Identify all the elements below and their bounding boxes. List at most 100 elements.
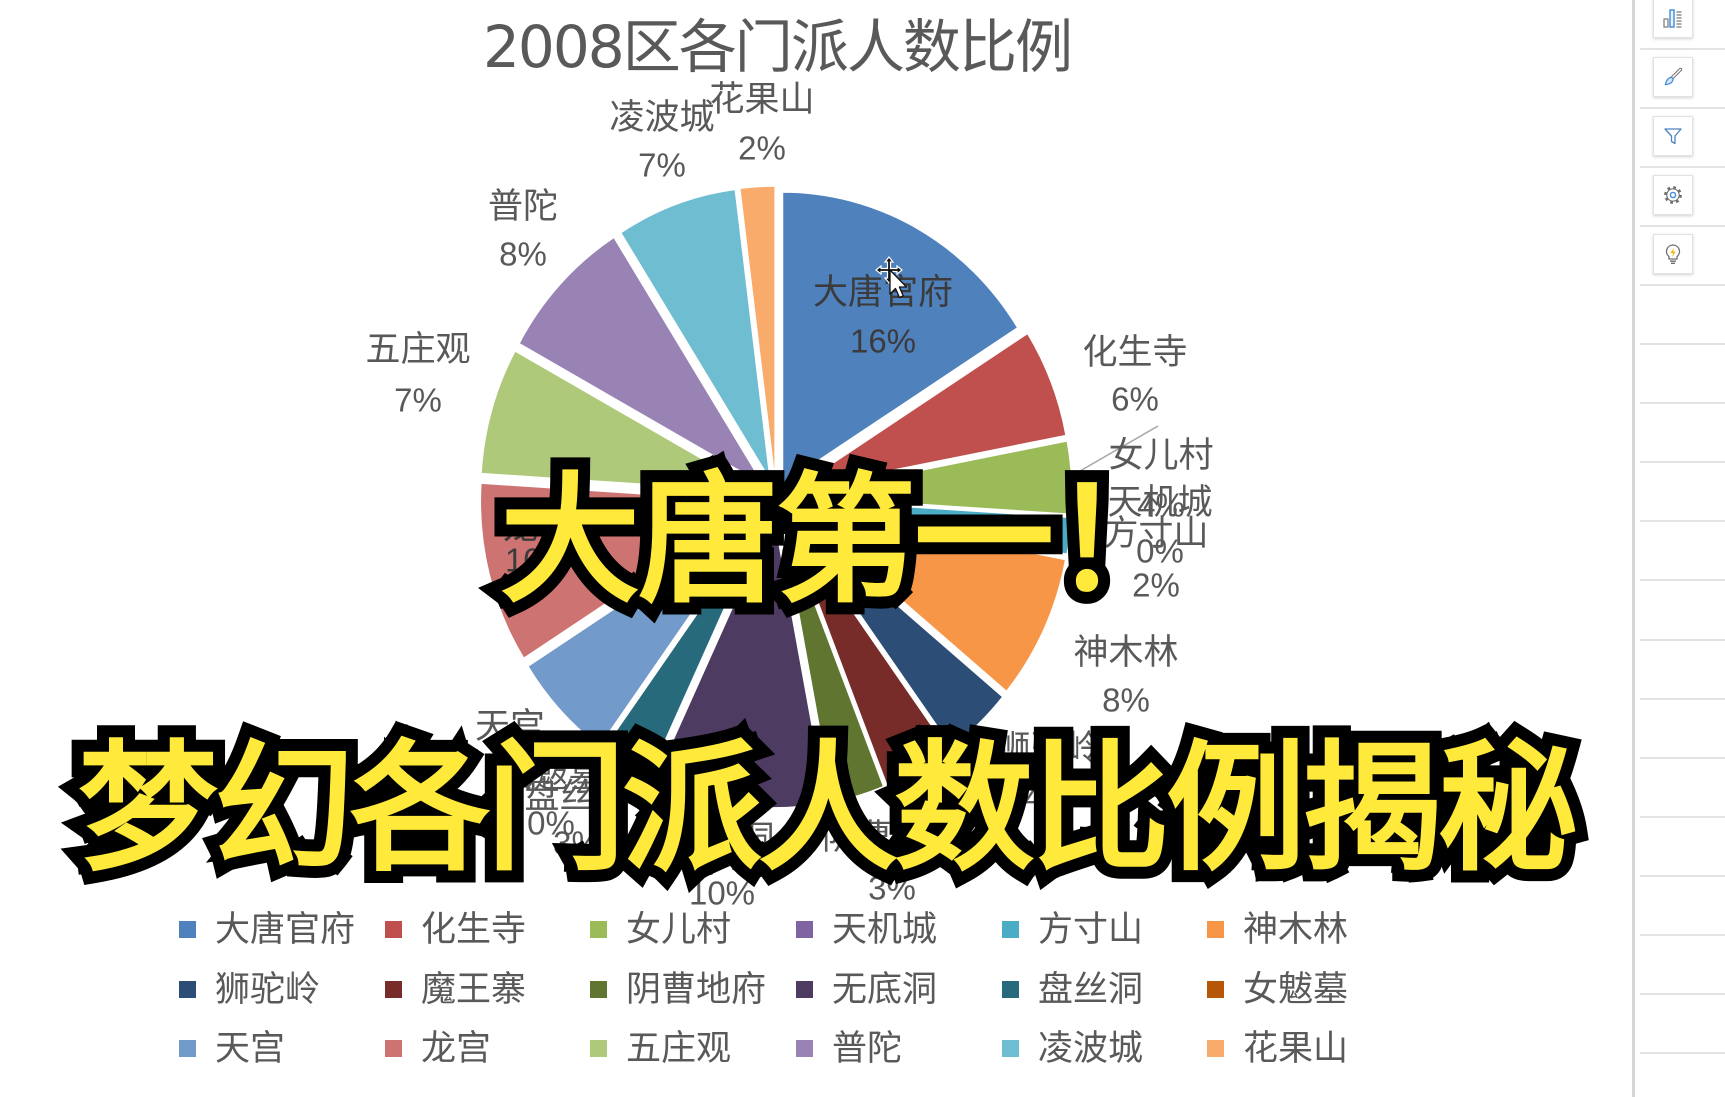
pie-slice[interactable] [793,498,1072,555]
legend-item[interactable]: 龙宫 [385,1029,491,1069]
legend-label: 方寸山 [1038,910,1143,950]
data-label-percent: 0% [1136,533,1184,570]
lightbulb-icon [1665,244,1681,264]
pie-slice[interactable] [527,509,764,747]
data-label-category: 魔王寨 [915,780,1020,820]
sidebar-row-divider [1640,402,1725,405]
data-label-percent: 16% [850,323,916,360]
data-label-category: 五庄观 [365,330,470,370]
data-label-category: 无底洞 [669,820,774,860]
pie-slice[interactable] [602,512,768,779]
sidebar-row-divider [1640,874,1725,877]
sidebar-row-divider [1640,638,1725,641]
data-label-percent: 0% [527,805,575,842]
pie-slice[interactable] [654,514,827,809]
data-label: 盘丝洞 3% [524,777,629,862]
data-label-category: 阴曹地府 [822,818,962,858]
legend-item[interactable]: 天机城 [796,910,937,950]
legend-item[interactable]: 方寸山 [1002,910,1143,950]
data-label-percent: 4% [944,830,992,867]
legend-item[interactable]: 神木林 [1207,910,1348,950]
chart-styles-button[interactable] [1653,57,1693,97]
data-label-percent: 7% [638,147,686,184]
recommendations-button[interactable] [1653,234,1693,274]
data-label: 大唐官府 16% [813,273,953,360]
data-label-category: 狮驼岭 [995,729,1100,769]
sidebar-row-divider [1640,579,1725,582]
legend-item[interactable]: 花果山 [1207,1029,1348,1069]
legend-label: 化生寺 [421,910,526,950]
legend-label: 凌波城 [1038,1029,1143,1069]
legend-item[interactable]: 普陀 [796,1029,902,1069]
legend-swatch [1207,921,1224,938]
pie-slice[interactable] [784,513,949,786]
pie-slice[interactable] [480,482,761,659]
legend-item[interactable]: 大唐官府 [179,910,355,950]
data-label-percent: 4% [1024,779,1072,816]
pie-slice[interactable] [791,504,1066,692]
chart-filters-button[interactable] [1653,116,1693,156]
sidebar-row-divider [1640,756,1725,759]
chart-elements-icon [1663,9,1682,28]
sidebar-row-divider [1640,1052,1725,1055]
legend-label: 女儿村 [626,910,731,950]
data-label-percent: 3% [868,870,916,907]
data-label-category: 凌波城 [609,98,714,138]
data-label: 凌波城 7% [609,98,714,184]
chart-title[interactable]: 2008区各门派人数比例 [483,13,1073,81]
data-label: 无底洞 10% [669,820,774,912]
legend-item[interactable]: 盘丝洞 [1002,970,1143,1010]
sidebar-row-divider [1640,993,1725,996]
legend-swatch [590,1040,607,1057]
legend-swatch [179,981,196,998]
pie-slice[interactable] [620,189,771,480]
legend-item[interactable]: 天宫 [179,1029,285,1069]
legend-label: 大唐官府 [215,910,355,950]
legend-item[interactable]: 凌波城 [1002,1029,1143,1069]
legend-swatch [385,921,402,938]
legend-item[interactable]: 阴曹地府 [590,970,766,1010]
legend-item[interactable]: 女魃墓 [1207,970,1348,1010]
caption-line-1: 大唐第一！ [500,460,1190,623]
pie-slice[interactable] [739,185,776,479]
data-label-category: 龙宫 [503,508,573,548]
legend-label: 花果山 [1243,1029,1348,1069]
pie-slice[interactable] [787,510,1004,748]
data-label: 狮驼岭 4% [995,729,1100,816]
chart-elements-button[interactable] [1653,0,1693,38]
legend-item[interactable]: 化生寺 [385,910,526,950]
data-label-category: 女儿村 [1108,436,1213,476]
pie-slice[interactable] [782,191,1019,486]
chart-settings-button[interactable] [1653,175,1693,215]
pie-slice[interactable] [480,350,759,493]
gear-icon [1664,186,1682,204]
pie-slice[interactable] [518,236,764,485]
legend-swatch [1002,921,1019,938]
legend-item[interactable]: 女儿村 [590,910,731,950]
legend-item[interactable]: 无底洞 [796,970,937,1010]
pie-slice[interactable] [793,440,1073,515]
legend-label: 神木林 [1243,910,1348,950]
data-label: 五庄观 7% [365,330,470,419]
pie-chart[interactable] [480,185,1073,809]
legend-item[interactable]: 魔王寨 [385,970,526,1010]
legend-swatch [590,981,607,998]
pie-slice[interactable] [792,332,1067,491]
legend-swatch [1207,1040,1224,1057]
data-label-percent: 10% [505,542,571,579]
legend-label: 阴曹地府 [626,970,766,1010]
data-label: 天宫 6% [475,707,545,794]
legend-item[interactable]: 五庄观 [590,1029,731,1069]
legend-swatch [179,1040,196,1057]
sidebar-row-divider [1640,224,1725,227]
data-label: 女魃墓 0% [498,756,603,842]
data-label-percent: 8% [499,236,547,273]
legend-swatch [1207,981,1224,998]
data-label-category: 天机城 [1107,483,1212,523]
legend-item[interactable]: 狮驼岭 [179,970,320,1010]
pie-slice[interactable] [780,514,885,803]
data-label: 魔王寨 4% [915,780,1020,867]
legend-swatch [1002,981,1019,998]
